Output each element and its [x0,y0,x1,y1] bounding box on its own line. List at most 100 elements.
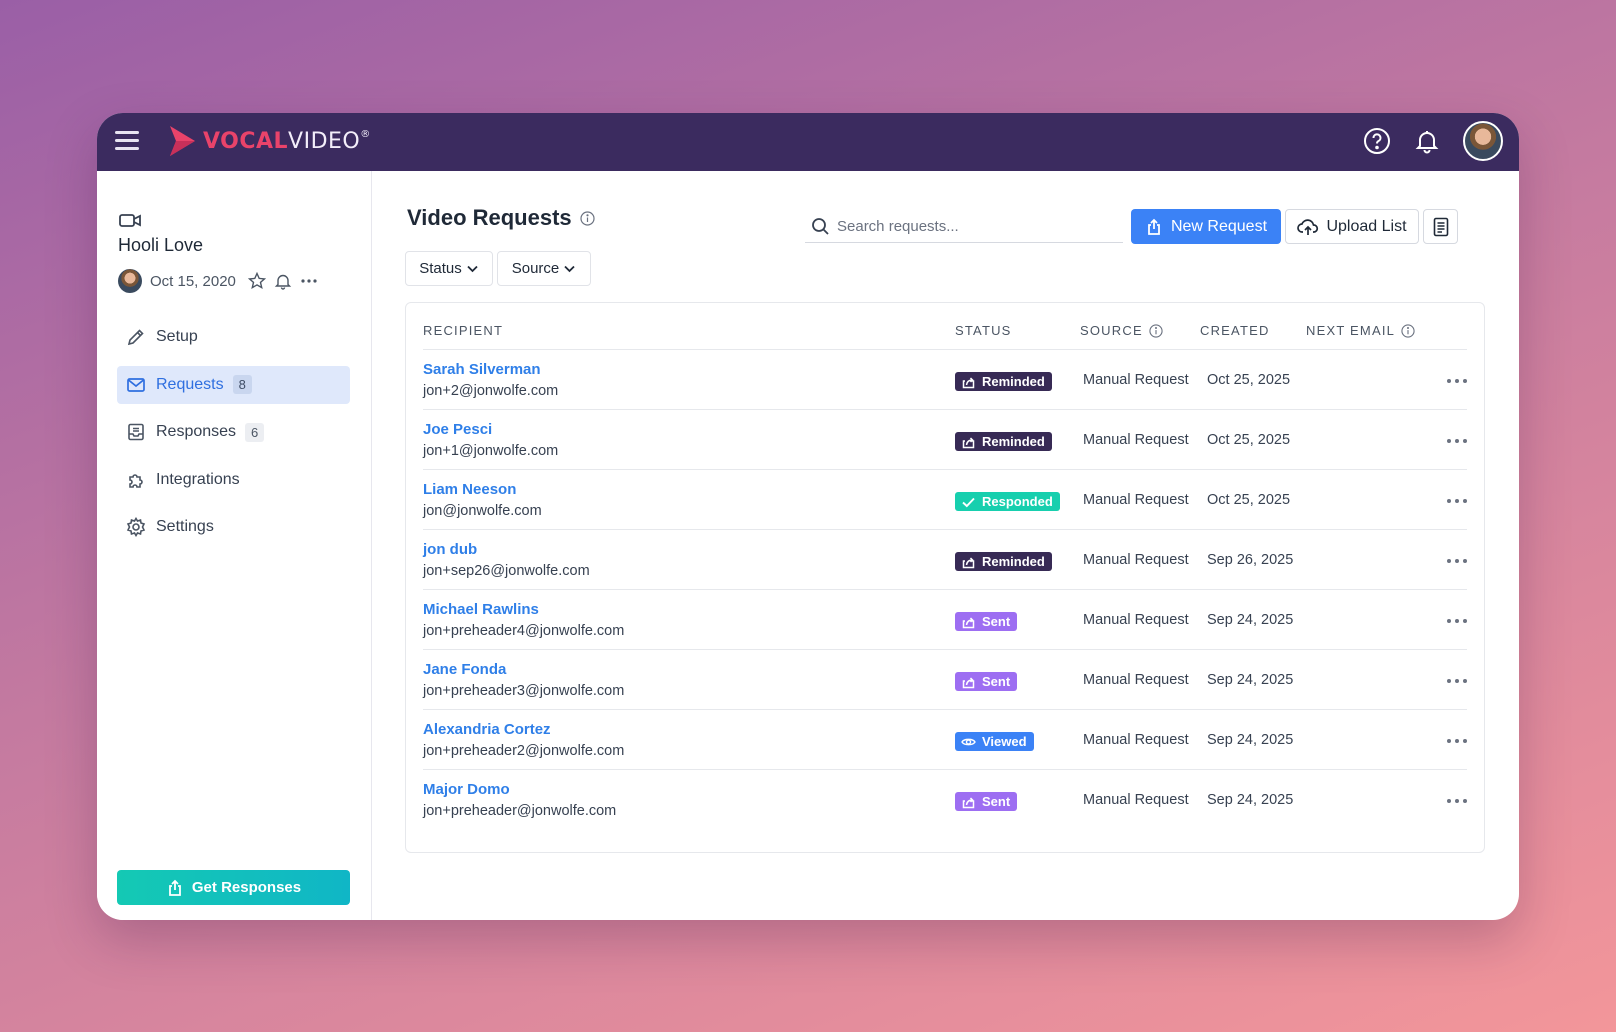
recipient-email: jon+sep26@jonwolfe.com [423,563,590,579]
play-logo-icon [170,126,195,156]
table-row[interactable]: Joe Pesci jon+1@jonwolfe.com Reminded Manua… [423,410,1467,470]
created-date-cell: Sep 24, 2025 [1207,732,1294,748]
recipient-name-link[interactable]: Sarah Silverman [423,361,541,378]
recipient-email: jon+preheader4@jonwolfe.com [423,623,625,639]
chevron-down-icon [564,265,575,273]
sidebar: Hooli Love Oct 15, 2020 Setup Requests 8 [97,171,372,920]
star-icon[interactable] [247,272,266,290]
sidebar-nav: Setup Requests 8 Responses 6 Integration… [117,318,350,556]
source-filter-dropdown[interactable]: Source [497,251,591,286]
upload-list-button[interactable]: Upload List [1285,209,1419,244]
recipient-name-link[interactable]: Jane Fonda [423,661,507,678]
share-icon [962,676,975,688]
upload-list-label: Upload List [1326,217,1407,235]
recipient-name-link[interactable]: Michael Rawlins [423,601,539,618]
row-more-options-icon[interactable] [1447,734,1467,748]
source-cell: Manual Request [1083,372,1189,388]
column-header-next-email[interactable]: NEXT EMAIL [1306,323,1415,338]
row-more-options-icon[interactable] [1447,374,1467,388]
recipient-name-link[interactable]: Joe Pesci [423,421,493,438]
sidebar-item-label: Integrations [156,470,240,488]
project-date: Oct 15, 2020 [150,272,236,290]
status-badge-label: Responded [982,494,1053,509]
created-date-cell: Oct 25, 2025 [1207,492,1291,508]
app-window: VOCALVIDEO® Hooli Love Oct 15, 2020 [97,113,1519,920]
share-icon [962,556,975,568]
search-input[interactable] [837,217,1107,235]
table-row[interactable]: Jane Fonda jon+preheader3@jonwolfe.com Sen… [423,650,1467,710]
sidebar-item-responses[interactable]: Responses 6 [117,413,350,451]
source-cell: Manual Request [1083,552,1189,568]
row-more-options-icon[interactable] [1447,614,1467,628]
status-badge: Reminded [955,432,1052,451]
recipient-name-link[interactable]: Major Domo [423,781,510,798]
row-more-options-icon[interactable] [1447,434,1467,448]
get-responses-button[interactable]: Get Responses [117,870,350,905]
created-date-cell: Oct 25, 2025 [1207,432,1291,448]
mail-icon [127,377,145,392]
hamburger-menu-icon[interactable] [115,131,139,153]
row-more-options-icon[interactable] [1447,794,1467,808]
status-badge: Sent [955,672,1018,691]
export-report-button[interactable] [1423,209,1458,244]
source-cell: Manual Request [1083,672,1189,688]
share-icon [168,879,181,896]
recipient-email: jon+preheader@jonwolfe.com [423,803,617,819]
source-cell: Manual Request [1083,492,1189,508]
status-badge: Viewed [955,732,1034,751]
share-icon [1148,218,1160,235]
column-header-status[interactable]: STATUS [955,323,1012,338]
column-header-source[interactable]: SOURCE [1080,323,1163,338]
info-icon[interactable] [1149,323,1163,338]
pencil-icon [127,329,144,346]
status-filter-dropdown[interactable]: Status [405,251,493,286]
created-date-cell: Sep 26, 2025 [1207,552,1294,568]
status-filter-label: Status [419,260,462,277]
recipient-name-link[interactable]: Liam Neeson [423,481,517,498]
row-more-options-icon[interactable] [1447,674,1467,688]
sidebar-item-requests[interactable]: Requests 8 [117,365,350,404]
info-icon[interactable] [1401,323,1415,338]
bell-outline-icon[interactable] [274,272,292,290]
status-badge-label: Reminded [982,374,1045,389]
share-icon [962,436,975,448]
sidebar-item-setup[interactable]: Setup [117,318,350,356]
column-header-created[interactable]: CREATED [1200,323,1270,338]
new-request-button[interactable]: New Request [1131,209,1281,244]
source-cell: Manual Request [1083,732,1189,748]
sidebar-item-integrations[interactable]: Integrations [117,461,350,499]
table-row[interactable]: Major Domo jon+preheader@jonwolfe.com Sent… [423,770,1467,830]
table-row[interactable]: Sarah Silverman jon+2@jonwolfe.com Reminde… [423,350,1467,410]
get-responses-label: Get Responses [191,879,302,896]
recipient-name-link[interactable]: jon dub [423,541,478,558]
requests-count-badge: 8 [232,375,252,394]
video-camera-icon [119,214,141,227]
row-more-options-icon[interactable] [1447,494,1467,508]
bell-icon[interactable] [1413,127,1441,155]
new-request-label: New Request [1170,217,1268,235]
table-row[interactable]: Michael Rawlins jon+preheader4@jonwolfe.c… [423,590,1467,650]
recipient-email: jon+2@jonwolfe.com [423,383,559,399]
recipient-name-link[interactable]: Alexandria Cortez [423,721,551,738]
table-row[interactable]: jon dub jon+sep26@jonwolfe.com Reminded Man… [423,530,1467,590]
recipient-email: jon+preheader3@jonwolfe.com [423,683,625,699]
status-badge: Sent [955,612,1018,631]
source-cell: Manual Request [1083,792,1189,808]
brand-logo[interactable]: VOCALVIDEO® [167,124,371,158]
column-header-recipient[interactable]: RECIPIENT [423,323,504,338]
status-badge: Sent [955,792,1018,811]
brand-wordmark: VOCALVIDEO® [203,128,371,154]
more-horizontal-icon[interactable] [300,272,318,290]
status-badge-label: Reminded [982,434,1045,449]
share-icon [962,616,975,628]
created-date-cell: Sep 24, 2025 [1207,672,1294,688]
table-row[interactable]: Alexandria Cortez jon+preheader2@jonwolfe… [423,710,1467,770]
sidebar-item-settings[interactable]: Settings [117,508,350,546]
chevron-down-icon [467,265,478,273]
help-icon[interactable] [1363,127,1391,155]
table-row[interactable]: Liam Neeson jon@jonwolfe.com Responded Manu… [423,470,1467,530]
document-icon [1433,217,1448,236]
info-icon[interactable] [580,210,595,226]
user-avatar[interactable] [1463,121,1503,161]
row-more-options-icon[interactable] [1447,554,1467,568]
